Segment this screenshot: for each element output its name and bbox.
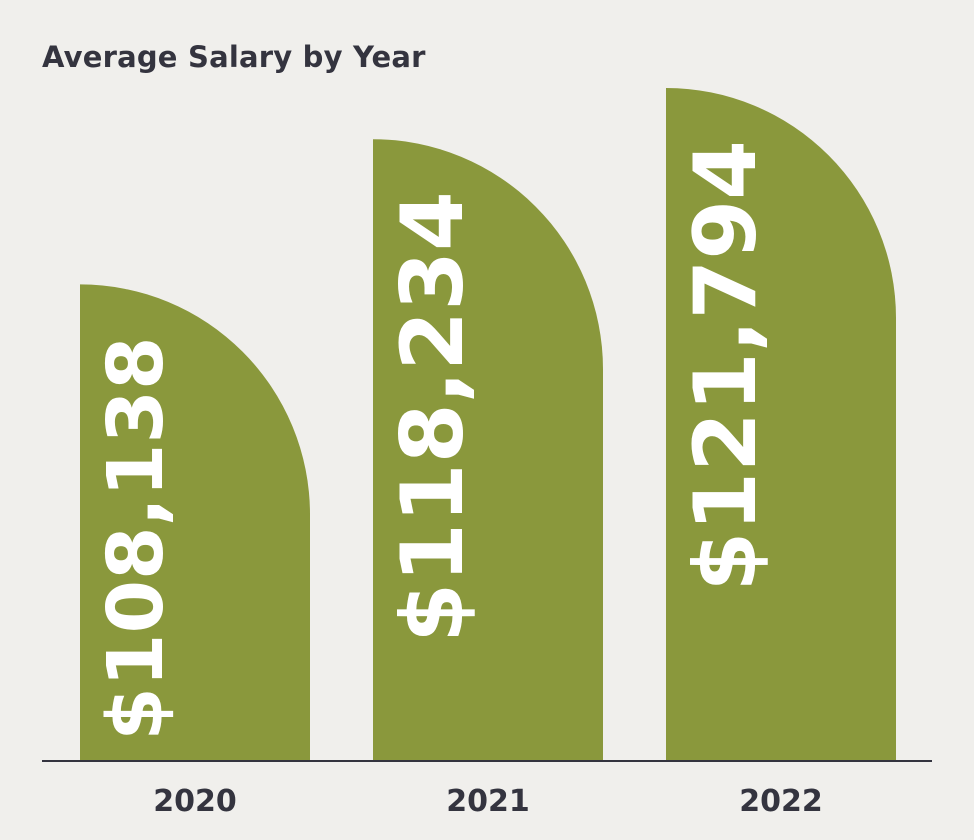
data-label-2020: $108,138 xyxy=(92,336,181,740)
bar-2022 xyxy=(666,88,896,761)
x-tick-2020: 2020 xyxy=(153,784,237,819)
bar-2021 xyxy=(373,139,603,762)
data-label-2022: $121,794 xyxy=(676,140,776,592)
x-ticks-layer: 2020 2021 2022 xyxy=(153,784,823,819)
chart-title: Average Salary by Year xyxy=(42,40,426,74)
bars-layer: $108,138 $118,234 $121,794 xyxy=(80,88,896,762)
bar-2020 xyxy=(80,284,310,761)
x-tick-2021: 2021 xyxy=(446,784,530,819)
x-tick-2022: 2022 xyxy=(739,784,823,819)
data-label-2021: $118,234 xyxy=(383,191,483,643)
